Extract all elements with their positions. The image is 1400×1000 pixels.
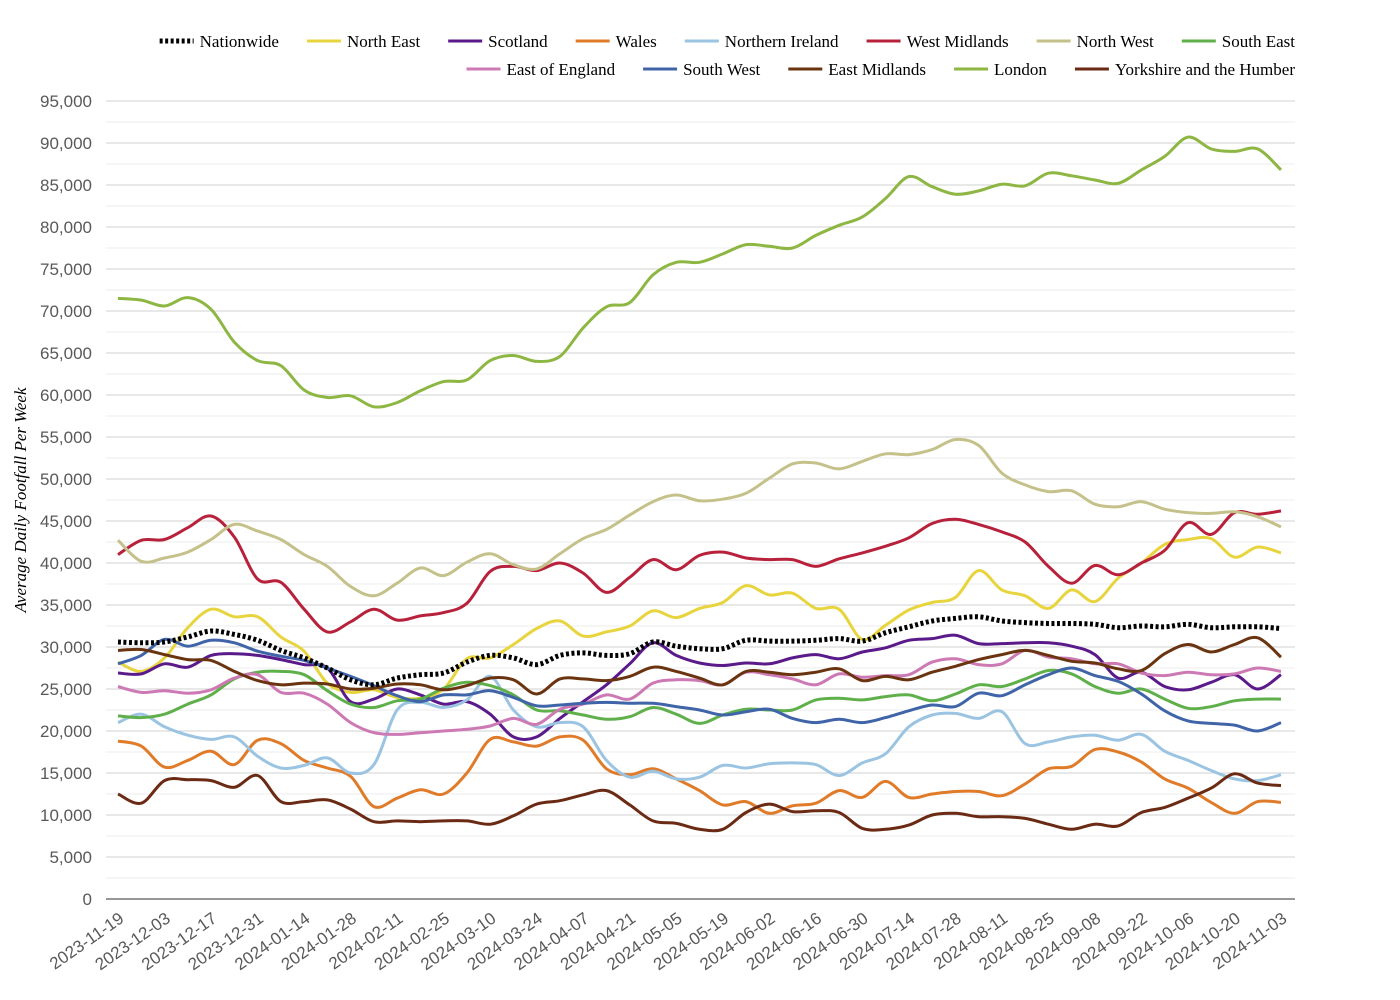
y-tick-label: 0 (83, 890, 92, 909)
series-line-south-east (117, 668, 1282, 725)
y-tick-label: 90,000 (40, 134, 92, 153)
y-tick-label: 85,000 (40, 176, 92, 195)
y-tick-label: 75,000 (40, 260, 92, 279)
y-axis-tick-labels: 0 5,000 10,000 15,000 20,000 25,000 30,000 35,0… (40, 92, 92, 909)
x-axis: 2023-11-192023-12-032023-12-172023-12-31… (46, 898, 1295, 974)
legend-label-london: London (994, 60, 1047, 79)
y-tick-label: 50,000 (40, 470, 92, 489)
legend-label-east-of-england: East of England (507, 60, 616, 79)
legend-label-north-west: North West (1077, 32, 1154, 51)
legend: Nationwide North East Scotland Wales Norther… (159, 32, 1295, 79)
series-line-nationwide (117, 614, 1282, 688)
y-tick-label: 95,000 (40, 92, 92, 111)
y-tick-label: 20,000 (40, 722, 92, 741)
y-tick-label: 80,000 (40, 218, 92, 237)
y-tick-label: 35,000 (40, 596, 92, 615)
series-line-east-midlands (117, 635, 1283, 696)
y-tick-label: 45,000 (40, 512, 92, 531)
legend-label-south-east: South East (1222, 32, 1295, 51)
series-line-north-west (116, 437, 1282, 598)
series-line-west-midlands (117, 509, 1282, 634)
y-axis-label: Average Daily Footfall Per Week (11, 387, 30, 613)
legend-label-yorkshire-and-the-humber: Yorkshire and the Humber (1115, 60, 1295, 79)
legend-label-east-midlands: East Midlands (828, 60, 926, 79)
y-tick-label: 40,000 (40, 554, 92, 573)
y-tick-label: 10,000 (40, 806, 92, 825)
series-lines (116, 135, 1283, 833)
grid-lines (106, 100, 1295, 879)
legend-label-wales: Wales (616, 32, 657, 51)
y-tick-label: 15,000 (40, 764, 92, 783)
legend-label-north-east: North East (347, 32, 420, 51)
y-tick-label: 70,000 (40, 302, 92, 321)
series-line-northern-ireland (117, 674, 1282, 783)
y-tick-label: 60,000 (40, 386, 92, 405)
legend-label-west-midlands: West Midlands (907, 32, 1009, 51)
y-tick-label: 25,000 (40, 680, 92, 699)
series-line-london (117, 135, 1283, 409)
y-tick-label: 65,000 (40, 344, 92, 363)
y-tick-label: 30,000 (40, 638, 92, 657)
legend-label-scotland: Scotland (488, 32, 548, 51)
y-tick-label: 5,000 (49, 848, 92, 867)
y-tick-label: 55,000 (40, 428, 92, 447)
legend-label-nationwide: Nationwide (200, 32, 279, 51)
series-line-north-east (117, 535, 1282, 701)
series-line-scotland (117, 633, 1282, 741)
legend-label-south-west: South West (683, 60, 760, 79)
series-line-yorkshire-and-the-humber (117, 772, 1282, 833)
legend-label-northern-ireland: Northern Ireland (725, 32, 839, 51)
